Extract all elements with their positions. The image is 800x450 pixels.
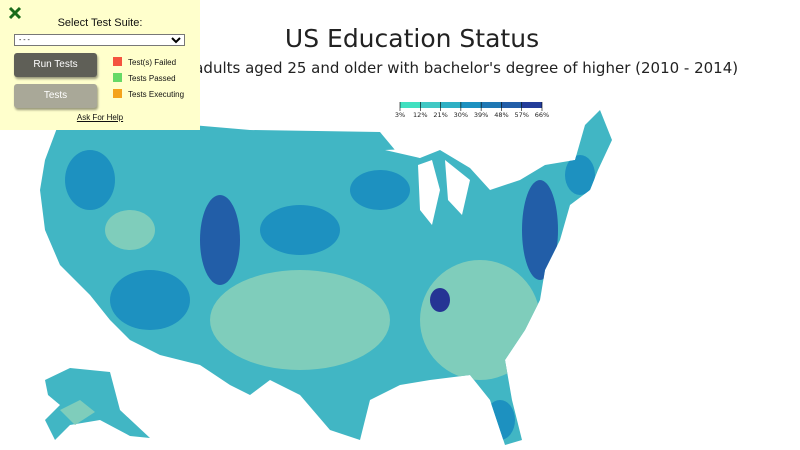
close-button[interactable]: [8, 6, 22, 20]
run-tests-button[interactable]: Run Tests: [14, 53, 97, 77]
title: US Education Status: [284, 24, 540, 53]
great-lakes: [385, 148, 470, 225]
status-passed: Tests Passed: [113, 73, 176, 83]
legend-swatch: [521, 102, 542, 108]
status-failed: Test(s) Failed: [113, 57, 176, 67]
test-panel: Select Test Suite: - - - Run Tests Tests…: [0, 0, 200, 130]
tests-button[interactable]: Tests: [14, 84, 97, 108]
legend-swatch: [420, 102, 441, 108]
legend: 3% 12% 21% 30% 39% 48% 57% 66%: [395, 102, 549, 119]
legend-label: 48%: [494, 111, 508, 119]
subtitle: Percentage of adults aged 25 and older w…: [85, 59, 739, 77]
help-link[interactable]: Ask For Help: [76, 113, 124, 122]
legend-label: 39%: [474, 111, 488, 119]
status-label: Tests Executing: [128, 90, 185, 99]
legend-swatch: [481, 102, 502, 108]
legend-label: 66%: [535, 111, 549, 119]
legend-label: 21%: [433, 111, 447, 119]
alaska: [45, 368, 150, 440]
status-label: Tests Passed: [128, 74, 176, 83]
legend-swatch: [501, 102, 522, 108]
us-counties: [40, 110, 612, 445]
status-label: Test(s) Failed: [128, 58, 177, 67]
panel-heading: Select Test Suite:: [57, 17, 143, 29]
legend-label: 57%: [514, 111, 528, 119]
legend-label: 30%: [454, 111, 468, 119]
legend-swatch: [400, 102, 421, 108]
status-executing: Tests Executing: [113, 89, 184, 99]
legend-swatch: [440, 102, 461, 108]
legend-label: 3%: [395, 111, 405, 119]
legend-label: 12%: [413, 111, 427, 119]
suite-select[interactable]: - - -: [14, 34, 185, 46]
legend-swatch: [460, 102, 482, 108]
alaska-region: [60, 400, 95, 425]
